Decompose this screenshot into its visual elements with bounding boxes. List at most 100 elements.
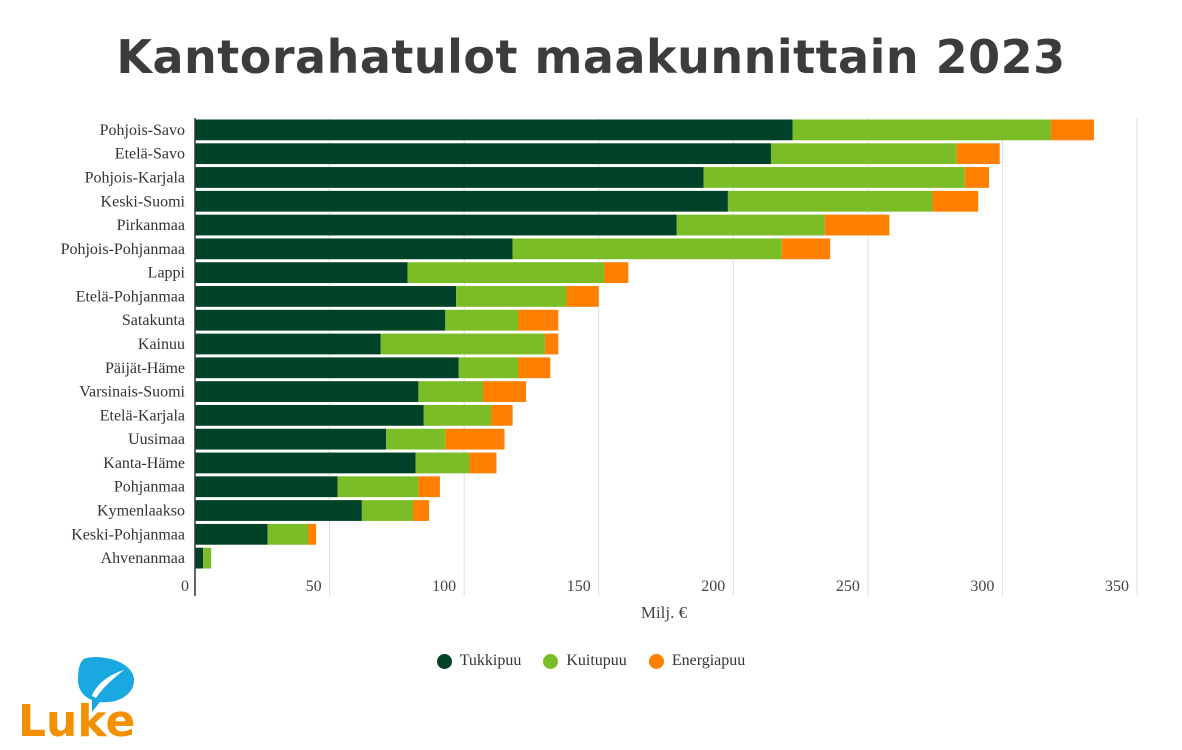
category-label: Ahvenanmaa (101, 550, 185, 567)
bar-tukkipuu-8 (195, 309, 446, 331)
bar-energiapuu-12 (491, 404, 513, 426)
bar-tukkipuu-4 (195, 214, 677, 236)
bar-kuitupuu-3 (727, 190, 933, 212)
bar-energiapuu-16 (413, 500, 430, 521)
bar-kuitupuu-8 (445, 309, 518, 331)
category-label: Kainuu (138, 336, 185, 353)
bar-kuitupuu-16 (361, 500, 414, 521)
bar-tukkipuu-15 (195, 476, 338, 498)
x-tick-label: 150 (567, 578, 591, 595)
bar-tukkipuu-6 (195, 262, 408, 284)
category-label: Pohjois-Karjala (85, 169, 185, 186)
stacked-bar-chart: Pohjois-Savo Etelä-Savo Pohjois-Karjala Kes… (61, 118, 1138, 622)
bar-kuitupuu-18 (203, 547, 212, 569)
bar-energiapuu-1 (956, 143, 1000, 165)
x-tick-label: 100 (432, 578, 456, 595)
bar-kuitupuu-1 (770, 143, 957, 165)
bar-kuitupuu-2 (703, 167, 965, 188)
bar-tukkipuu-2 (195, 167, 704, 188)
bar-tukkipuu-10 (195, 357, 459, 379)
bars (195, 119, 1094, 569)
x-tick-label: 200 (701, 578, 725, 595)
bar-kuitupuu-17 (267, 523, 309, 545)
category-label: Varsinais-Suomi (79, 384, 185, 401)
bar-tukkipuu-12 (195, 404, 424, 426)
legend-label: Energiapuu (671, 652, 746, 669)
x-tick-label: 0 (181, 578, 189, 595)
bar-energiapuu-11 (482, 381, 527, 402)
x-tick-label: 350 (1105, 578, 1129, 595)
bar-energiapuu-10 (517, 357, 551, 379)
category-label: Satakunta (122, 312, 185, 329)
bar-energiapuu-14 (469, 452, 497, 474)
bar-kuitupuu-11 (418, 381, 483, 402)
bar-tukkipuu-0 (195, 119, 793, 141)
legend-label: Kuitupuu (566, 652, 627, 669)
legend-item-energiapuu: Energiapuu (648, 652, 746, 670)
bar-energiapuu-0 (1050, 119, 1094, 141)
bar-energiapuu-8 (517, 309, 559, 331)
bar-energiapuu-3 (932, 190, 979, 212)
bar-energiapuu-4 (824, 214, 890, 236)
bar-tukkipuu-18 (195, 547, 204, 569)
bar-kuitupuu-7 (456, 286, 567, 307)
bar-tukkipuu-14 (195, 452, 416, 474)
category-label: Lappi (148, 265, 186, 282)
bar-tukkipuu-13 (195, 428, 387, 450)
grid-lines (329, 118, 1138, 596)
category-label: Etelä-Karjala (100, 407, 185, 424)
bar-kuitupuu-4 (676, 214, 825, 236)
bar-tukkipuu-7 (195, 286, 457, 307)
category-label: Etelä-Pohjanmaa (76, 288, 185, 305)
chart-title: Kantorahatulot maakunnittain 2023 (116, 30, 1066, 84)
logo-text: Luke (18, 696, 135, 742)
x-tick-labels: 0 50 100 150 200 250 300 350 (181, 578, 1129, 595)
bar-tukkipuu-5 (195, 238, 513, 260)
bar-kuitupuu-15 (337, 476, 419, 498)
bar-kuitupuu-6 (407, 262, 605, 284)
category-label: Pohjanmaa (114, 479, 185, 496)
category-label: Päijät-Häme (105, 360, 185, 377)
x-axis-title: Milj. € (641, 603, 688, 622)
category-labels: Pohjois-Savo Etelä-Savo Pohjois-Karjala Kes… (61, 122, 186, 567)
bar-energiapuu-2 (964, 167, 989, 188)
category-label: Pohjois-Savo (100, 122, 185, 139)
category-label: Kanta-Häme (103, 455, 185, 472)
bar-energiapuu-13 (445, 428, 505, 450)
legend-item-tukkipuu: Tukkipuu (436, 652, 522, 670)
x-tick-label: 250 (836, 578, 860, 595)
legend-item-kuitupuu: Kuitupuu (543, 652, 627, 670)
legend-marker (436, 653, 452, 669)
legend-marker (543, 653, 559, 669)
x-tick-label: 300 (970, 578, 994, 595)
bar-energiapuu-15 (418, 476, 440, 498)
bar-kuitupuu-10 (458, 357, 518, 379)
bar-tukkipuu-17 (195, 523, 268, 545)
category-label: Kymenlaakso (97, 503, 185, 520)
bar-tukkipuu-3 (195, 190, 728, 212)
bar-energiapuu-6 (604, 262, 629, 284)
category-label: Pirkanmaa (117, 217, 185, 234)
legend-label: Tukkipuu (459, 652, 522, 669)
bar-energiapuu-17 (308, 523, 317, 545)
category-label: Keski-Suomi (101, 193, 186, 210)
bar-kuitupuu-12 (423, 404, 492, 426)
bar-tukkipuu-11 (195, 381, 419, 402)
bar-energiapuu-9 (544, 333, 559, 355)
leaf-bubble-icon (78, 657, 134, 712)
category-label: Pohjois-Pohjanmaa (61, 241, 185, 258)
bar-tukkipuu-16 (195, 500, 362, 521)
bar-kuitupuu-9 (380, 333, 545, 355)
luke-logo: Luke (18, 657, 135, 742)
bar-tukkipuu-1 (195, 143, 771, 165)
bar-kuitupuu-0 (792, 119, 1051, 141)
bar-tukkipuu-9 (195, 333, 381, 355)
x-tick-label: 50 (306, 578, 322, 595)
category-label: Uusimaa (128, 431, 185, 448)
legend: Tukkipuu Kuitupuu Energiapuu (0, 652, 1182, 670)
category-label: Etelä-Savo (115, 146, 185, 163)
bar-kuitupuu-5 (512, 238, 782, 260)
bar-kuitupuu-14 (415, 452, 470, 474)
category-label: Keski-Pohjanmaa (71, 526, 185, 543)
bar-energiapuu-7 (566, 286, 599, 307)
